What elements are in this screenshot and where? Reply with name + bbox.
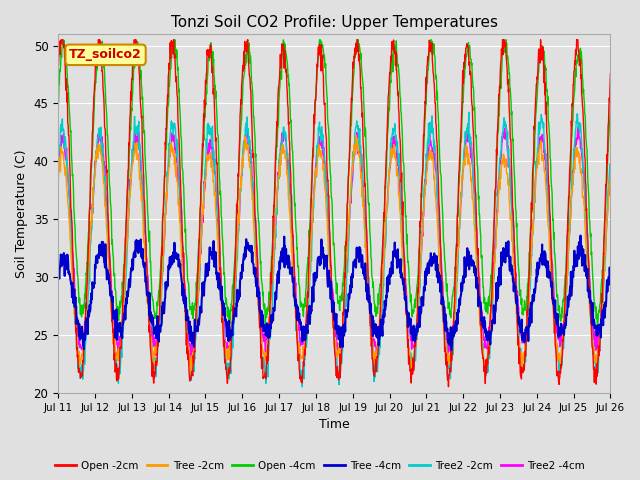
Tree -2cm xyxy=(177,239,185,244)
Open -4cm xyxy=(164,101,172,107)
Tree2 -2cm xyxy=(465,109,473,115)
Line: Tree2 -2cm: Tree2 -2cm xyxy=(58,112,611,387)
Tree -4cm xyxy=(493,280,500,286)
Open -4cm xyxy=(95,37,102,43)
Tree2 -4cm xyxy=(541,156,549,162)
Tree2 -2cm xyxy=(239,149,246,155)
Tree -4cm xyxy=(447,347,455,353)
Tree -2cm xyxy=(54,173,62,179)
Tree2 -4cm xyxy=(574,124,582,130)
Line: Tree2 -4cm: Tree2 -4cm xyxy=(58,127,611,357)
Open -2cm xyxy=(177,204,185,210)
Tree -2cm xyxy=(541,180,549,186)
Open -4cm xyxy=(593,323,601,328)
Open -2cm xyxy=(239,68,247,74)
Open -4cm xyxy=(420,134,428,140)
Tree -2cm xyxy=(421,192,429,197)
Tree -2cm xyxy=(607,171,614,177)
Title: Tonzi Soil CO2 Profile: Upper Temperatures: Tonzi Soil CO2 Profile: Upper Temperatur… xyxy=(171,15,498,30)
Tree -4cm xyxy=(541,251,549,256)
Open -4cm xyxy=(541,62,549,68)
Tree2 -2cm xyxy=(420,182,428,188)
Tree2 -2cm xyxy=(493,223,500,229)
Line: Tree -4cm: Tree -4cm xyxy=(58,236,611,350)
Tree2 -4cm xyxy=(177,220,185,226)
Tree2 -4cm xyxy=(493,218,500,224)
X-axis label: Time: Time xyxy=(319,419,349,432)
Tree -4cm xyxy=(607,275,614,281)
Open -2cm xyxy=(493,152,500,157)
Tree -4cm xyxy=(577,233,584,239)
Y-axis label: Soil Temperature (C): Soil Temperature (C) xyxy=(15,149,28,278)
Open -2cm xyxy=(54,60,62,66)
Tree2 -2cm xyxy=(541,154,549,160)
Tree2 -2cm xyxy=(164,173,172,179)
Tree -2cm xyxy=(164,180,172,185)
Tree -4cm xyxy=(239,268,246,274)
Tree2 -2cm xyxy=(54,154,62,159)
Line: Tree -2cm: Tree -2cm xyxy=(58,135,611,373)
Open -2cm xyxy=(607,71,614,76)
Open -4cm xyxy=(177,134,185,140)
Tree2 -4cm xyxy=(164,175,172,181)
Tree -4cm xyxy=(177,271,185,277)
Line: Open -2cm: Open -2cm xyxy=(58,40,611,387)
Open -4cm xyxy=(239,77,247,83)
Tree2 -4cm xyxy=(420,196,428,202)
Tree2 -4cm xyxy=(54,167,62,173)
Open -4cm xyxy=(54,101,62,107)
Open -2cm xyxy=(541,111,549,117)
Open -2cm xyxy=(445,384,452,390)
Open -4cm xyxy=(607,101,614,107)
Legend: Open -2cm, Tree -2cm, Open -4cm, Tree -4cm, Tree2 -2cm, Tree2 -4cm: Open -2cm, Tree -2cm, Open -4cm, Tree -4… xyxy=(51,456,589,475)
Tree2 -4cm xyxy=(607,161,614,167)
Tree2 -4cm xyxy=(187,354,195,360)
Tree -2cm xyxy=(239,165,246,171)
Tree -4cm xyxy=(54,274,62,279)
Tree -2cm xyxy=(352,132,360,138)
Tree -4cm xyxy=(164,283,172,289)
Text: TZ_soilco2: TZ_soilco2 xyxy=(69,48,142,61)
Line: Open -4cm: Open -4cm xyxy=(58,40,611,325)
Open -2cm xyxy=(58,37,65,43)
Tree -2cm xyxy=(408,371,415,376)
Tree2 -2cm xyxy=(298,384,306,390)
Tree -4cm xyxy=(420,285,428,290)
Open -2cm xyxy=(420,118,428,124)
Open -2cm xyxy=(164,94,172,100)
Tree -2cm xyxy=(493,216,500,222)
Tree2 -2cm xyxy=(607,162,614,168)
Tree2 -2cm xyxy=(177,196,185,202)
Open -4cm xyxy=(493,168,500,174)
Tree2 -4cm xyxy=(239,148,247,154)
